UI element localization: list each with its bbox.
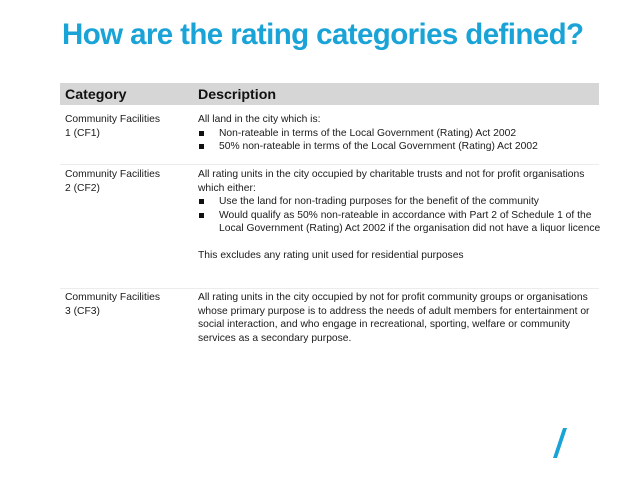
category-code: 1 (CF1) [65, 127, 100, 139]
bullet-item: Non-rateable in terms of the Local Gover… [198, 127, 602, 141]
description-note: This excludes any rating unit used for r… [198, 249, 464, 261]
bullet-icon [199, 144, 204, 150]
category-name: Community Facilities [65, 114, 160, 125]
bullet-icon [199, 212, 204, 218]
description-cell: All land in the city which is: Non-ratea… [198, 113, 602, 154]
description-intro: All land in the city which is: [198, 114, 321, 125]
header-category: Category [65, 87, 127, 103]
description-cell: All rating units in the city occupied by… [198, 168, 602, 263]
description-intro: All rating units in the city occupied by… [198, 292, 590, 344]
category-code: 3 (CF3) [65, 305, 100, 317]
category-name: Community Facilities [65, 169, 160, 180]
category-cell: Community Facilities 2 (CF2) [65, 168, 187, 195]
logo-slash-icon [553, 428, 567, 458]
bullet-icon [199, 199, 204, 205]
description-intro: All rating units in the city occupied by… [198, 169, 585, 194]
bullet-list: Use the land for non-trading purposes fo… [198, 195, 602, 236]
hutt-city-logo: HUTT CITY TE AWA KAIRANGI [507, 428, 613, 463]
row-divider [60, 164, 599, 165]
bullet-text: 50% non-rateable in terms of the Local G… [219, 141, 538, 153]
table-header: Category Description [60, 83, 599, 107]
bullet-text: Use the land for non-trading purposes fo… [219, 196, 539, 208]
bullet-item: Use the land for non-trading purposes fo… [198, 195, 602, 209]
bullet-icon [199, 130, 204, 136]
category-cell: Community Facilities 1 (CF1) [65, 113, 187, 140]
category-code: 2 (CF2) [65, 182, 100, 194]
bullet-item: Would qualify as 50% non-rateable in acc… [198, 209, 602, 236]
slide-title: How are the rating categories defined? [62, 18, 584, 51]
category-cell: Community Facilities 3 (CF3) [65, 291, 187, 318]
category-name: Community Facilities [65, 292, 160, 303]
bullet-text: Would qualify as 50% non-rateable in acc… [219, 209, 601, 235]
logo-tagline: TE AWA KAIRANGI [561, 457, 611, 463]
bullet-list: Non-rateable in terms of the Local Gover… [198, 127, 602, 154]
bullet-text: Non-rateable in terms of the Local Gover… [219, 127, 517, 139]
bullet-item: 50% non-rateable in terms of the Local G… [198, 140, 602, 154]
header-description: Description [198, 87, 277, 103]
description-cell: All rating units in the city occupied by… [198, 291, 602, 345]
row-divider [60, 288, 599, 289]
